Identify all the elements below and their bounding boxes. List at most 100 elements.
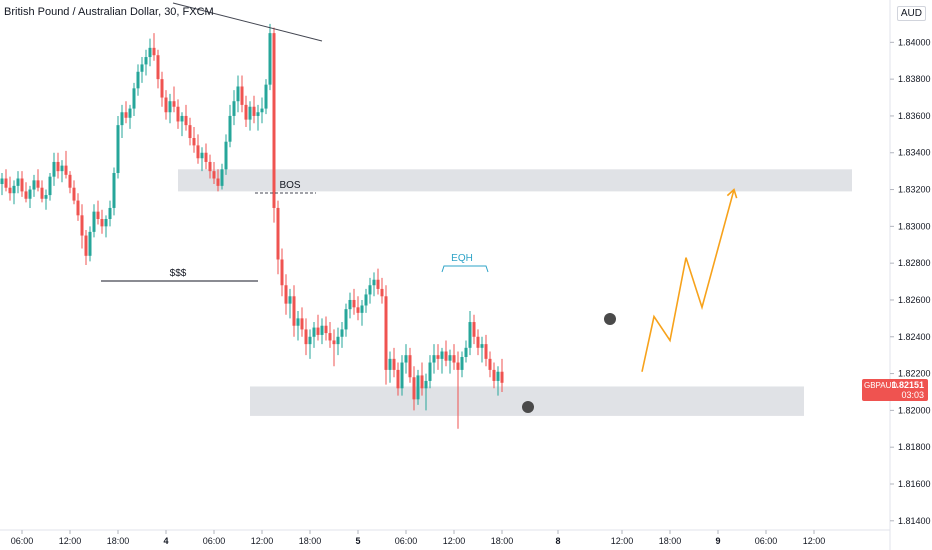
candle-body (124, 112, 128, 118)
candle-body (360, 305, 364, 313)
low-marker (522, 401, 534, 413)
candle-body (448, 355, 452, 361)
candle-body (356, 307, 360, 313)
projection-arrowhead (726, 188, 738, 199)
y-tick-label: 1.82800 (898, 258, 931, 268)
candle-body (76, 200, 80, 216)
candle-body (300, 318, 304, 330)
candle-body (16, 178, 20, 186)
candle-body (396, 369, 400, 389)
y-tick-label: 1.83200 (898, 185, 931, 195)
candle-body (152, 47, 156, 56)
candle-body (288, 296, 292, 304)
x-tick-label: 18:00 (107, 536, 130, 546)
candle-body (8, 187, 12, 194)
candle-body (348, 299, 352, 310)
candle-body (112, 172, 116, 208)
candle-body (148, 47, 152, 58)
candle-body (304, 329, 308, 345)
candle-body (156, 55, 160, 80)
candle-body (332, 340, 336, 345)
candle-body (408, 355, 412, 378)
y-tick-label: 1.81600 (898, 479, 931, 489)
candle-body (192, 138, 196, 146)
candle-body (160, 79, 164, 98)
candle-body (460, 357, 464, 370)
candle-body (428, 362, 432, 381)
candle-body (380, 288, 384, 297)
candle-body (328, 333, 332, 341)
eqh-label: EQH (451, 253, 473, 264)
candle-body (500, 371, 504, 383)
last-price-tag: GBPAUD 1.82151 03:03 (862, 379, 928, 401)
candle-body (464, 347, 468, 358)
candle-body (440, 351, 444, 359)
candle-body (244, 104, 248, 120)
x-tick-label: 06:00 (395, 536, 418, 546)
candle-body (444, 351, 448, 361)
candle-body (240, 86, 244, 105)
candle-body (140, 64, 144, 72)
liquidity-label: $$$ (170, 268, 187, 279)
candle-body (184, 115, 188, 126)
candle-body (28, 189, 32, 199)
candle-body (456, 362, 460, 370)
candle-body (4, 178, 8, 188)
y-tick-label: 1.83400 (898, 148, 931, 158)
candle-body (264, 84, 268, 109)
candle-body (12, 185, 16, 194)
candle-body (256, 112, 260, 116)
candle-body (100, 218, 104, 227)
candle-body (88, 231, 92, 256)
candle-body (388, 358, 392, 370)
candle-body (64, 165, 68, 175)
candle-body (324, 325, 328, 334)
candle-body (412, 377, 416, 400)
x-tick-label: 4 (163, 536, 168, 546)
x-tick-label: 12:00 (59, 536, 82, 546)
price-tag-countdown: 03:03 (901, 390, 924, 400)
candle-body (400, 362, 404, 389)
candle-body (24, 191, 28, 199)
candle-body (484, 344, 488, 359)
candle-body (164, 97, 168, 113)
candle-body (144, 57, 148, 65)
candle-body (272, 33, 276, 208)
x-tick-label: 18:00 (659, 536, 682, 546)
price-tag-value: 1.82151 (891, 380, 924, 390)
candle-body (340, 329, 344, 337)
candle-body (364, 294, 368, 306)
candle-body (104, 218, 108, 227)
candle-body (48, 176, 52, 196)
x-tick-label: 06:00 (203, 536, 226, 546)
x-tick-label: 12:00 (443, 536, 466, 546)
candle-body (204, 152, 208, 162)
candle-body (196, 145, 200, 159)
candle-body (308, 336, 312, 345)
eqh-bracket (441, 265, 489, 273)
candle-body (312, 327, 316, 337)
candle-body (68, 174, 72, 188)
currency-label[interactable]: AUD (896, 6, 926, 21)
candle-body (44, 195, 48, 199)
y-tick-label: 1.81400 (898, 516, 931, 526)
y-tick-label: 1.81800 (898, 442, 931, 452)
candle-body (176, 106, 180, 122)
candle-body (320, 325, 324, 335)
candle-body (452, 355, 456, 363)
projection-path (641, 189, 735, 372)
candle-body (236, 86, 240, 102)
candle-body (260, 108, 264, 113)
candle-body (280, 259, 284, 286)
candle-body (128, 108, 132, 118)
x-tick-label: 18:00 (299, 536, 322, 546)
candle-body (56, 161, 60, 172)
x-tick-label: 06:00 (755, 536, 778, 546)
candle-body (296, 318, 300, 326)
candle-body (436, 355, 440, 359)
candle-body (0, 178, 4, 185)
candle-body (232, 101, 236, 116)
candle-body (20, 178, 24, 192)
candle-body (376, 279, 380, 289)
